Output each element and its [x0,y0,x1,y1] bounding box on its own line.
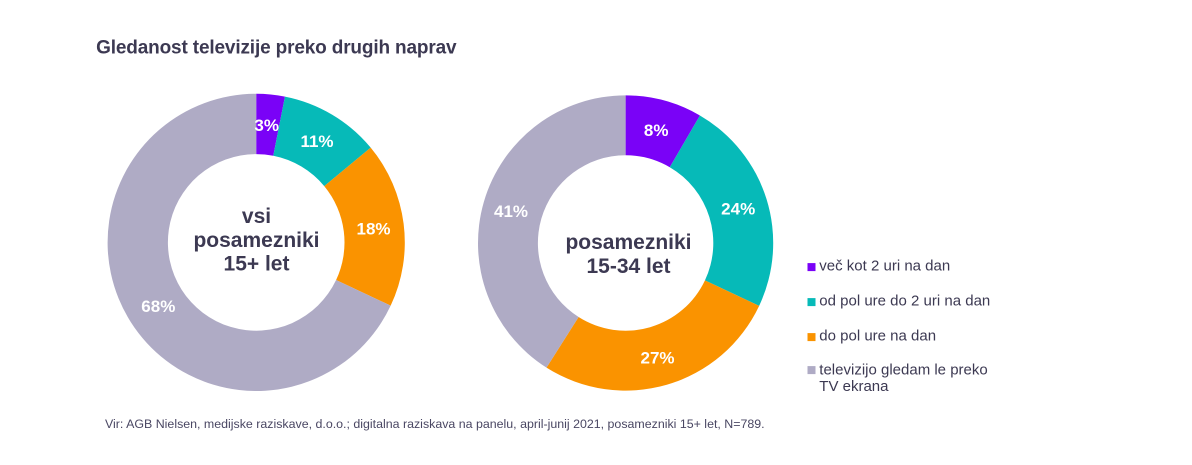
svg-text:TV ekrana: TV ekrana [819,378,889,395]
svg-text:15-34 let: 15-34 let [586,255,670,278]
svg-text:15+ let: 15+ let [224,253,290,276]
svg-text:18%: 18% [356,219,390,238]
svg-text:3%: 3% [254,116,279,135]
svg-text:do pol ure na dan: do pol ure na dan [819,327,936,344]
svg-text:posamezniki: posamezniki [565,231,691,254]
svg-text:več kot 2 uri na dan: več kot 2 uri na dan [819,257,950,274]
svg-text:24%: 24% [721,200,755,219]
svg-text:televizijo gledam le preko: televizijo gledam le preko [819,361,987,378]
svg-text:Gledanost televizije preko dru: Gledanost televizije preko drugih naprav [96,38,457,59]
svg-text:vsi: vsi [242,205,271,228]
svg-text:od pol ure do 2 uri na dan: od pol ure do 2 uri na dan [819,292,990,309]
svg-text:11%: 11% [300,132,333,151]
svg-text:posamezniki: posamezniki [193,229,319,252]
svg-text:Vir: AGB Nielsen, medijske raz: Vir: AGB Nielsen, medijske raziskave, d.… [105,417,765,431]
svg-text:8%: 8% [644,121,669,140]
svg-text:27%: 27% [640,349,674,368]
svg-text:68%: 68% [141,297,175,316]
svg-text:41%: 41% [494,202,528,221]
